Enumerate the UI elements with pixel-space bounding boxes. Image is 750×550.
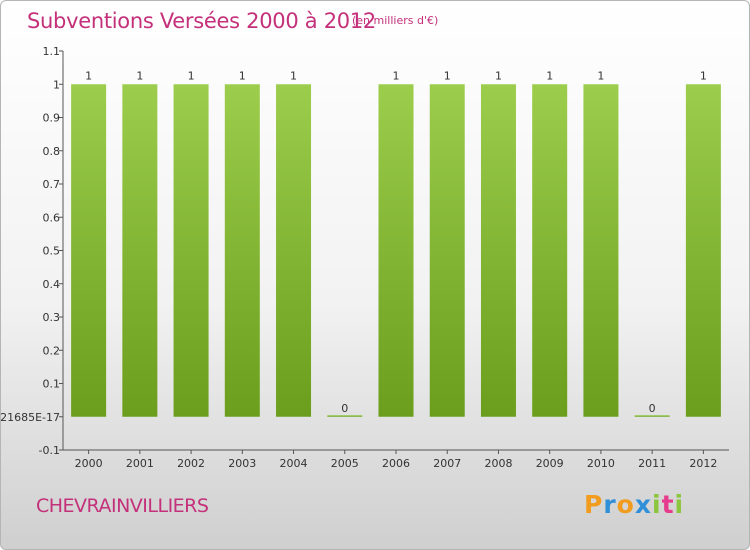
x-tick-label: 2001 bbox=[126, 457, 154, 470]
bar-2008 bbox=[480, 84, 516, 417]
data-label-2008: 1 bbox=[495, 69, 502, 82]
y-tick-label: 0.4 bbox=[43, 278, 61, 291]
x-tick-label: 2010 bbox=[587, 457, 615, 470]
bars-group bbox=[71, 84, 721, 417]
x-tick-label: 2000 bbox=[75, 457, 103, 470]
chart-subtitle: (en milliers d'€) bbox=[352, 14, 439, 27]
bar-2005 bbox=[327, 415, 363, 417]
y-tick-label: 0.5 bbox=[43, 245, 61, 258]
data-label-2010: 1 bbox=[597, 69, 604, 82]
bar-2006 bbox=[378, 84, 414, 417]
commune-name: CHEVRAINVILLIERS bbox=[36, 495, 209, 517]
chart-title: Subventions Versées 2000 à 2012 bbox=[27, 9, 376, 33]
logo-letter: r bbox=[603, 490, 617, 519]
data-label-2005: 0 bbox=[341, 402, 348, 415]
data-labels-group: 1 1 1 1 1 0 1 1 1 1 1 0 1 bbox=[85, 69, 707, 415]
data-label-2001: 1 bbox=[136, 69, 143, 82]
bar-2004 bbox=[276, 84, 312, 417]
y-tick-label: 1.1 bbox=[43, 45, 61, 58]
logo-letter: P bbox=[584, 490, 604, 519]
logo-letter: x bbox=[634, 490, 652, 519]
x-tick-label: 2004 bbox=[280, 457, 308, 470]
y-tick-label: 0.7 bbox=[43, 178, 61, 191]
x-tick-label: 2009 bbox=[536, 457, 564, 470]
data-label-2007: 1 bbox=[444, 69, 451, 82]
y-axis-ticks: -0.1 2.0816681711721685E-17 0.1 0.2 0.3 0.4 0.… bbox=[1, 45, 63, 457]
data-label-2009: 1 bbox=[546, 69, 553, 82]
data-label-2000: 1 bbox=[85, 69, 92, 82]
data-label-2012: 1 bbox=[700, 69, 707, 82]
y-tick-label: -0.1 bbox=[39, 444, 60, 457]
y-tick-label: 0.6 bbox=[43, 211, 61, 224]
bar-2000 bbox=[71, 84, 107, 417]
x-tick-label: 2005 bbox=[331, 457, 359, 470]
x-tick-label: 2008 bbox=[484, 457, 512, 470]
x-tick-label: 2012 bbox=[689, 457, 717, 470]
y-tick-label: 0.1 bbox=[43, 378, 61, 391]
data-label-2004: 1 bbox=[290, 69, 297, 82]
proxiti-logo: Proxiti bbox=[584, 490, 684, 519]
x-tick-label: 2006 bbox=[382, 457, 410, 470]
x-tick-label: 2007 bbox=[433, 457, 461, 470]
data-label-2003: 1 bbox=[239, 69, 246, 82]
x-tick-label: 2003 bbox=[228, 457, 256, 470]
y-tick-label: 0.9 bbox=[43, 112, 61, 125]
data-label-2006: 1 bbox=[393, 69, 400, 82]
x-tick-label: 2002 bbox=[177, 457, 205, 470]
bar-2011 bbox=[634, 415, 670, 417]
logo-letter: t bbox=[661, 490, 675, 519]
bar-2001 bbox=[122, 84, 158, 417]
data-label-2011: 0 bbox=[649, 402, 656, 415]
y-tick-label: 0.2 bbox=[43, 344, 61, 357]
logo-letter: o bbox=[616, 490, 635, 519]
bar-2010 bbox=[583, 84, 619, 417]
bar-2012 bbox=[685, 84, 721, 417]
x-tick-label: 2011 bbox=[638, 457, 666, 470]
data-label-2002: 1 bbox=[188, 69, 195, 82]
bar-2009 bbox=[532, 84, 568, 417]
y-tick-label: 2.0816681711721685E-17 bbox=[1, 411, 60, 424]
x-axis-ticks: 2000 2001 2002 2003 2004 2005 2006 2007 2008 2009… bbox=[75, 450, 717, 470]
logo-letter: i bbox=[674, 490, 685, 519]
y-tick-label: 0.8 bbox=[43, 145, 61, 158]
logo-letter: i bbox=[652, 490, 662, 519]
y-tick-label: 0.3 bbox=[43, 311, 61, 324]
y-tick-label: 1 bbox=[53, 78, 60, 91]
bar-2003 bbox=[224, 84, 260, 417]
bar-2002 bbox=[173, 84, 209, 417]
bar-2007 bbox=[429, 84, 465, 417]
